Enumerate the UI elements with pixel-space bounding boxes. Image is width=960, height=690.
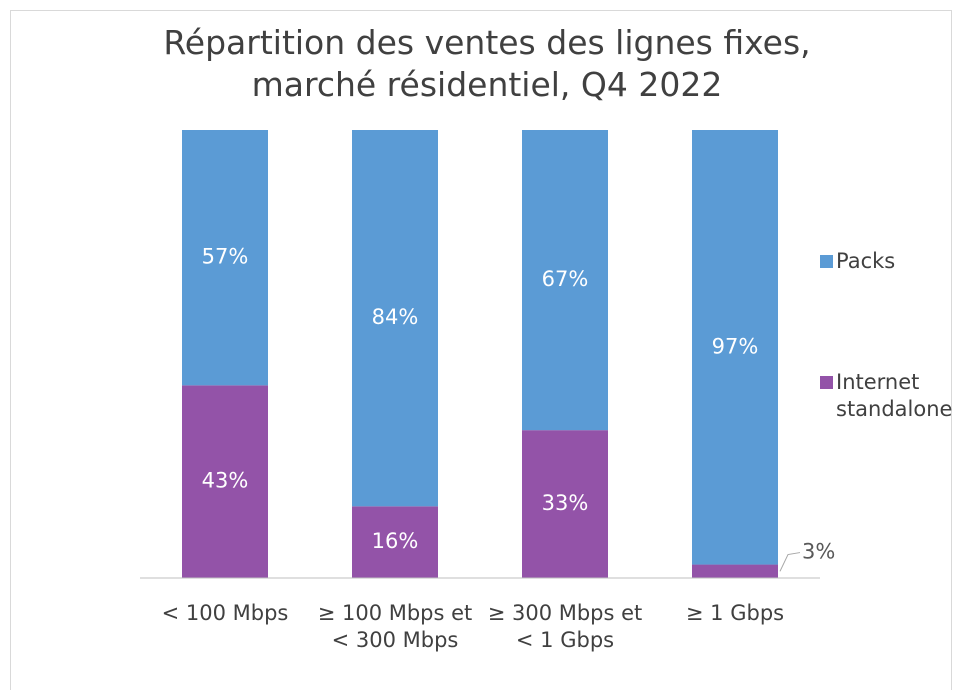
legend-label: Internet standalone (836, 370, 953, 421)
chart-border (10, 10, 952, 690)
data-label: 16% (372, 529, 419, 553)
x-tick-label: ≥ 1 Gbps (685, 601, 785, 625)
bar-segment (182, 385, 268, 578)
data-label: 57% (202, 245, 249, 269)
bar-segment (182, 130, 268, 386)
x-tick-label: ≥ 300 Mbps et < 1 Gbps (487, 601, 643, 652)
bar-segment (352, 506, 438, 578)
bar-segment (522, 130, 608, 431)
legend-label: Packs (836, 249, 896, 273)
x-tick-label: ≥ 100 Mbps et < 300 Mbps (317, 601, 473, 652)
legend-swatch (820, 255, 833, 268)
data-label: 43% (202, 469, 249, 493)
x-tick-label: < 100 Mbps (161, 601, 289, 625)
data-label: 84% (372, 305, 419, 329)
data-label: 33% (542, 491, 589, 515)
bar-segment (692, 564, 778, 578)
bar-segment (692, 130, 778, 565)
bar-segment (352, 130, 438, 507)
data-label: 97% (712, 334, 759, 358)
leader-line (779, 552, 801, 572)
data-label: 3% (802, 540, 835, 564)
chart-title: Répartition des ventes des lignes fixes,… (163, 23, 811, 104)
legend-swatch (820, 376, 833, 389)
bar-segment (522, 430, 608, 578)
data-label: 67% (542, 267, 589, 291)
